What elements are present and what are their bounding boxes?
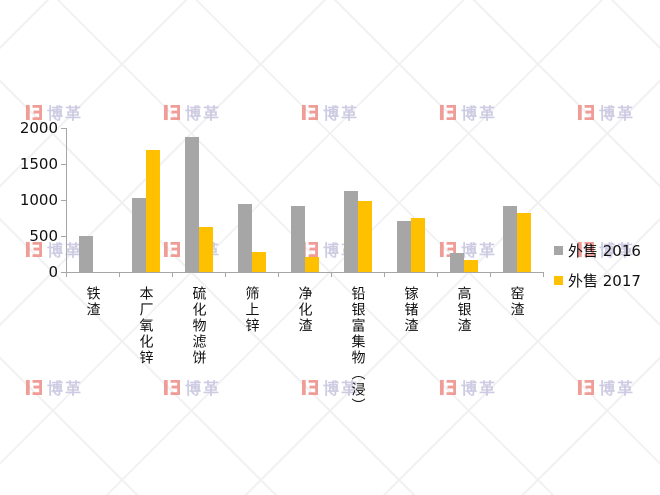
x-axis-tick	[172, 272, 173, 277]
y-axis-tick-label: 0	[48, 263, 58, 281]
x-axis-category-label: 净化渣	[296, 286, 313, 334]
legend-marker-2017	[554, 276, 563, 285]
bar-2017	[198, 227, 213, 272]
legend-item-2016: 外售 2016	[554, 240, 641, 261]
x-axis-category-label: 铁渣	[84, 286, 101, 318]
legend: 外售 2016 外售 2017	[554, 240, 641, 291]
bar-2016	[290, 206, 305, 272]
legend-item-2017: 外售 2017	[554, 270, 641, 291]
y-axis-tick	[61, 164, 66, 165]
x-axis-line	[66, 272, 544, 273]
x-axis-tick	[384, 272, 385, 277]
x-axis-category-label: 镓锗渣	[402, 286, 419, 334]
x-axis-category-label: 窑渣	[508, 286, 525, 318]
y-axis-tick-label: 1000	[19, 191, 58, 209]
x-axis-category-label: 铅银富集物（浸）	[349, 286, 366, 414]
bar-2017	[145, 150, 160, 272]
y-axis-tick-label: 500	[29, 227, 58, 245]
y-axis-tick-label: 2000	[19, 119, 58, 137]
y-axis-tick	[61, 272, 66, 273]
legend-label-2017: 外售 2017	[568, 272, 641, 290]
x-axis-category-label: 硫化物滤饼	[190, 286, 207, 366]
x-axis-tick	[437, 272, 438, 277]
x-axis-tick	[331, 272, 332, 277]
x-axis-tick	[225, 272, 226, 277]
bar-2016	[184, 137, 199, 272]
bar-2016	[78, 236, 93, 272]
x-axis-category-label: 筛上锌	[243, 286, 260, 334]
y-axis-line	[66, 128, 67, 273]
bar-2016	[131, 198, 146, 272]
bar-2016	[502, 206, 517, 272]
y-axis-tick-label: 1500	[19, 155, 58, 173]
y-axis-tick	[61, 200, 66, 201]
x-axis-tick	[543, 272, 544, 277]
bar-2017	[357, 201, 372, 272]
x-axis-tick	[490, 272, 491, 277]
bar-2017	[410, 218, 425, 272]
x-axis-tick	[278, 272, 279, 277]
x-axis-category-label: 高银渣	[455, 286, 472, 334]
x-axis-category-label: 本厂氧化锌	[137, 286, 154, 366]
x-axis-tick	[66, 272, 67, 277]
legend-marker-2016	[554, 246, 563, 255]
legend-label-2016: 外售 2016	[568, 242, 641, 260]
bar-2016	[237, 204, 252, 272]
y-axis-tick	[61, 128, 66, 129]
bar-2016	[343, 191, 358, 272]
bar-2016	[449, 253, 464, 272]
bar-2017	[304, 257, 319, 272]
bar-2017	[251, 252, 266, 272]
bar-2017	[463, 260, 478, 272]
x-axis-tick	[119, 272, 120, 277]
bar-2017	[516, 213, 531, 272]
y-axis-tick	[61, 236, 66, 237]
bar-2016	[396, 221, 411, 272]
